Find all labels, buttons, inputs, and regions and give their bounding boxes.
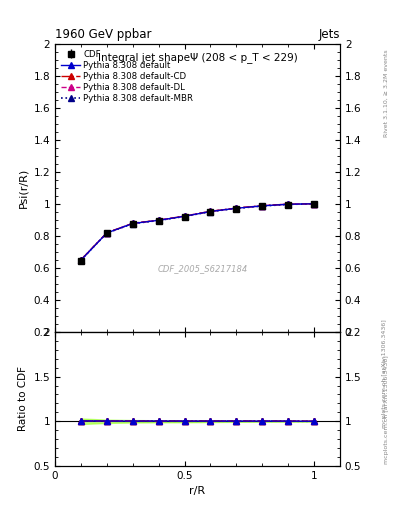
Pythia 8.308 default-CD [286,201,290,207]
Pythia 8.308 default [312,201,316,207]
Pythia 8.308 default-MBR [208,208,213,215]
Legend: CDF, Pythia 8.308 default, Pythia 8.308 default-CD, Pythia 8.308 default-DL, Pyt: CDF, Pythia 8.308 default, Pythia 8.308 … [59,48,195,105]
Line: Pythia 8.308 default: Pythia 8.308 default [78,201,317,263]
Y-axis label: Psi(r/R): Psi(r/R) [18,167,28,208]
Pythia 8.308 default-MBR [286,201,290,207]
Line: Pythia 8.308 default-DL: Pythia 8.308 default-DL [78,201,317,263]
Pythia 8.308 default-DL [286,201,290,207]
Pythia 8.308 default-CD [79,257,83,263]
Text: 1960 GeV ppbar: 1960 GeV ppbar [55,28,152,41]
Pythia 8.308 default [260,203,264,209]
Pythia 8.308 default-MBR [312,201,316,207]
Pythia 8.308 default-DL [182,213,187,219]
Text: Jets: Jets [318,28,340,41]
Pythia 8.308 default-DL [79,257,83,263]
Y-axis label: Ratio to CDF: Ratio to CDF [18,367,28,432]
Pythia 8.308 default-CD [260,203,264,209]
Pythia 8.308 default [156,217,161,223]
Pythia 8.308 default-CD [130,220,135,226]
Pythia 8.308 default-CD [182,213,187,219]
Pythia 8.308 default [234,205,239,211]
Pythia 8.308 default [130,221,135,227]
Pythia 8.308 default [105,230,109,236]
Pythia 8.308 default-CD [208,208,213,215]
Pythia 8.308 default-CD [234,205,239,211]
Text: Integral jet shapeΨ (208 < p_T < 229): Integral jet shapeΨ (208 < p_T < 229) [97,52,298,63]
X-axis label: r/R: r/R [189,486,206,496]
Pythia 8.308 default-MBR [79,257,83,263]
Pythia 8.308 default-CD [312,201,316,207]
Pythia 8.308 default-MBR [234,205,239,211]
Text: CDF_2005_S6217184: CDF_2005_S6217184 [158,264,248,273]
Pythia 8.308 default-MBR [105,230,109,236]
Pythia 8.308 default-MBR [182,214,187,220]
Pythia 8.308 default-DL [156,217,161,223]
Pythia 8.308 default [182,213,187,219]
Pythia 8.308 default-DL [312,201,316,207]
Pythia 8.308 default-CD [105,230,109,236]
Pythia 8.308 default-MBR [156,218,161,224]
Pythia 8.308 default-CD [156,217,161,223]
Pythia 8.308 default-DL [130,220,135,226]
Pythia 8.308 default-DL [208,208,213,215]
Line: Pythia 8.308 default-MBR: Pythia 8.308 default-MBR [78,201,317,263]
Pythia 8.308 default [79,257,83,263]
Pythia 8.308 default-DL [260,203,264,209]
Pythia 8.308 default-DL [105,230,109,236]
Text: mcplots.cern.ch [arXiv:1306.3436]: mcplots.cern.ch [arXiv:1306.3436] [382,319,387,428]
Pythia 8.308 default [286,201,290,207]
Pythia 8.308 default [208,208,213,215]
Pythia 8.308 default-DL [234,205,239,211]
Pythia 8.308 default-MBR [130,221,135,227]
Text: mcplots.cern.ch [arXiv:1306.3436]: mcplots.cern.ch [arXiv:1306.3436] [384,355,389,463]
Line: Pythia 8.308 default-CD: Pythia 8.308 default-CD [78,201,317,263]
Pythia 8.308 default-MBR [260,203,264,209]
Text: Rivet 3.1.10, ≥ 3.2M events: Rivet 3.1.10, ≥ 3.2M events [384,50,389,137]
